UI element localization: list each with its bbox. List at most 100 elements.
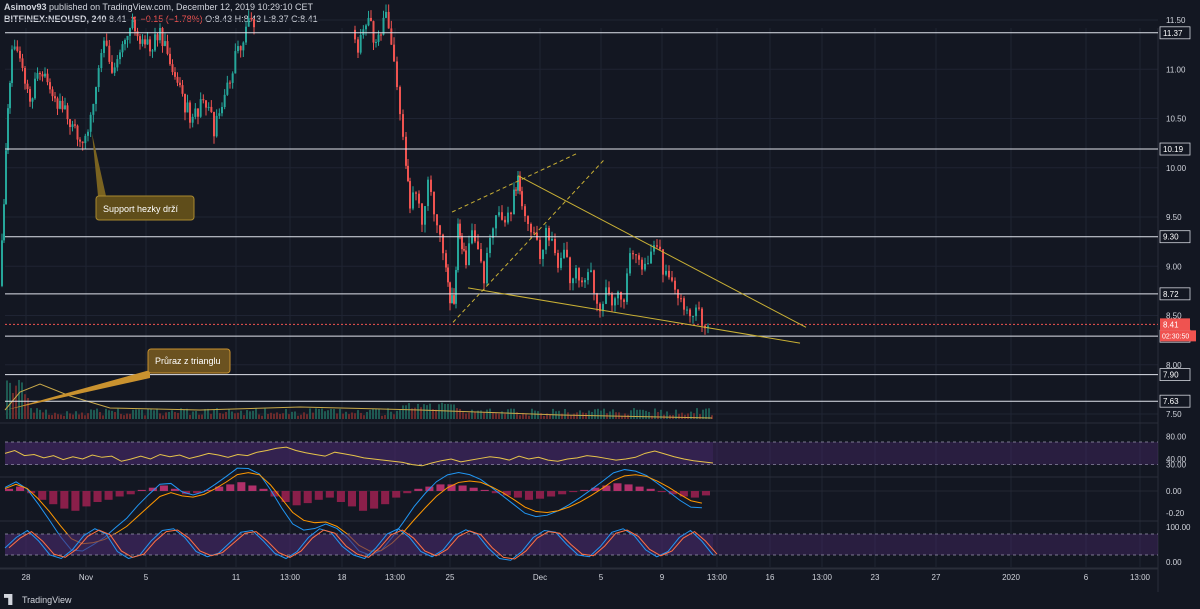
- callout-box: [147, 348, 231, 374]
- candle-body: [539, 239, 541, 259]
- volume-bar: [213, 409, 215, 419]
- volume-bar: [414, 407, 416, 419]
- stoch-k-line: [4, 528, 714, 561]
- time-axis-tick: 16: [766, 573, 775, 582]
- candle-body: [517, 175, 519, 191]
- candle-body: [247, 17, 250, 27]
- volume-bar: [18, 379, 20, 419]
- candle-body: [151, 50, 154, 52]
- rsi-axis-tick: 80.00: [1166, 432, 1187, 441]
- volume-bar: [402, 405, 404, 419]
- candle-body: [176, 76, 179, 83]
- macd-histogram-bar: [104, 491, 113, 500]
- volume-bar: [621, 415, 623, 419]
- volume-bar: [297, 415, 299, 419]
- macd-axis-tick: 0.00: [1166, 487, 1182, 496]
- volume-bar: [36, 408, 38, 419]
- candle-body: [113, 67, 116, 73]
- time-axis-tick: 28: [22, 573, 31, 582]
- candle-body: [695, 307, 697, 317]
- candle-body: [146, 39, 149, 45]
- triangle-trendline: [467, 287, 801, 344]
- candle-body: [498, 212, 500, 216]
- rsi-axis-tick: 40.00: [1166, 455, 1187, 464]
- volume-bar: [420, 407, 422, 419]
- volume-bar: [192, 411, 194, 419]
- macd-histogram-bar: [524, 491, 533, 500]
- volume-bar: [561, 413, 563, 419]
- candle-body: [24, 67, 26, 84]
- volume-bar: [30, 408, 32, 419]
- volume-bar: [711, 415, 713, 419]
- candle-body: [605, 287, 607, 304]
- candle-body: [587, 272, 589, 281]
- price-axis-tick: 9.00: [1166, 262, 1182, 271]
- candle-body: [116, 59, 119, 68]
- last-price-label: 8.41: [1163, 320, 1179, 329]
- candle-body: [405, 136, 407, 166]
- macd-histogram-bar: [60, 491, 69, 509]
- candle-body: [409, 181, 411, 209]
- candle-body: [124, 39, 126, 45]
- candle-body: [11, 49, 13, 83]
- author-name[interactable]: Asimov93: [4, 2, 47, 12]
- price-axis-tick: 11.50: [1166, 16, 1186, 25]
- volume-bar: [396, 410, 398, 419]
- macd-histogram-bar: [347, 491, 356, 507]
- time-axis-tick: 5: [144, 573, 149, 582]
- macd-histogram-bar: [392, 491, 401, 498]
- volume-bar: [351, 412, 353, 419]
- price-axis-tick: 9.50: [1166, 213, 1182, 222]
- candle-body: [84, 135, 87, 144]
- volume-bar: [702, 409, 704, 419]
- time-axis-tick: 13:00: [707, 573, 728, 582]
- candle-body: [9, 82, 11, 109]
- volume-bar: [642, 409, 644, 419]
- volume-bar: [462, 412, 464, 419]
- candle-body: [367, 17, 370, 26]
- macd-histogram-bar: [215, 486, 224, 491]
- macd-histogram-bar: [159, 485, 168, 491]
- volume-bar: [525, 413, 527, 419]
- candle-body: [16, 46, 19, 51]
- candle-body: [121, 44, 124, 53]
- volume-bar: [459, 408, 461, 419]
- volume-bar: [204, 409, 206, 419]
- level-label-box: [1159, 368, 1191, 382]
- volume-bar: [252, 410, 254, 419]
- candle-body: [126, 35, 129, 40]
- volume-bar: [105, 408, 107, 419]
- candle-body: [372, 21, 375, 43]
- candle-body: [542, 249, 544, 259]
- countdown-label: 02:30:50: [1162, 333, 1189, 340]
- volume-bar: [378, 408, 380, 419]
- volume-bar: [15, 385, 17, 419]
- candle-body: [108, 45, 111, 62]
- volume-bar: [99, 412, 101, 419]
- candle-body: [197, 108, 199, 117]
- candle-body: [191, 116, 194, 123]
- candle-body: [596, 293, 598, 304]
- macd-histogram-bar: [281, 491, 290, 502]
- candle-body: [581, 280, 583, 283]
- macd-histogram-bar: [690, 491, 699, 498]
- candle-body: [239, 46, 242, 51]
- candle-body: [396, 61, 398, 88]
- volume-bar: [588, 410, 590, 419]
- volume-bar: [102, 415, 104, 419]
- macd-histogram-bar: [16, 486, 25, 491]
- candle-body: [501, 212, 503, 220]
- candle-body: [79, 139, 81, 142]
- candle-body: [184, 93, 186, 113]
- tradingview-logo[interactable]: TradingView: [4, 594, 72, 605]
- volume-bar: [93, 410, 95, 419]
- macd-histogram-bar: [646, 488, 655, 491]
- candle-body: [692, 316, 694, 318]
- macd-histogram-bar: [624, 484, 633, 491]
- macd-histogram-bar: [558, 491, 567, 495]
- candle-body: [554, 238, 556, 254]
- volume-bar: [501, 411, 503, 419]
- candle-body: [119, 52, 121, 60]
- volume-bar: [690, 411, 692, 419]
